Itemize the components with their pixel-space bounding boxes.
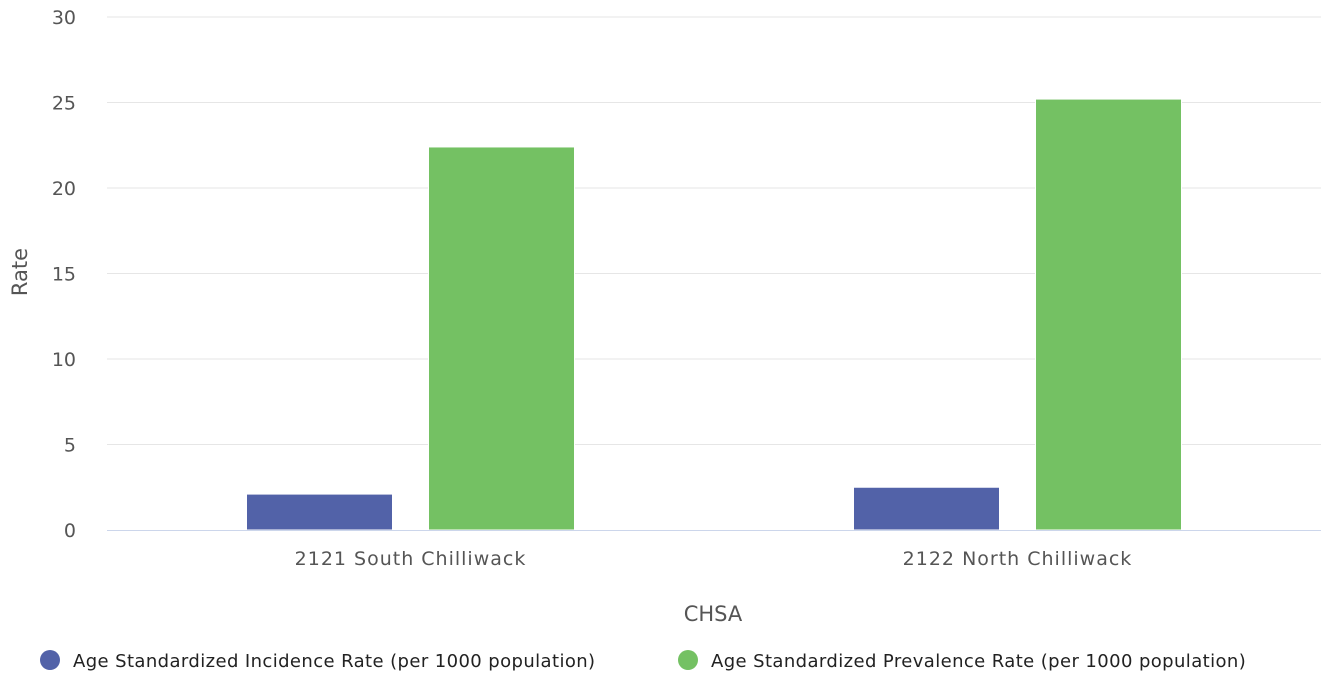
bar-incidence-1[interactable] <box>246 493 393 531</box>
y-tick-label: 5 <box>64 435 76 457</box>
y-tick-label: 30 <box>52 7 76 29</box>
y-tick-label: 0 <box>64 520 76 542</box>
y-axis-ticks: 0 5 10 15 20 25 30 <box>52 7 76 542</box>
y-tick-label: 10 <box>52 349 76 371</box>
x-axis-ticks: 2121 South Chilliwack 2122 North Chilliwa… <box>295 548 1133 570</box>
legend-label-incidence: Age Standardized Incidence Rate (per 100… <box>73 651 595 672</box>
legend-swatch-prevalence <box>678 650 698 670</box>
bar-prevalence-1[interactable] <box>428 146 575 531</box>
legend: Age Standardized Incidence Rate (per 100… <box>40 650 1246 672</box>
y-axis-title: Rate <box>8 248 32 296</box>
y-tick-label: 25 <box>52 93 76 115</box>
bar-prevalence-2[interactable] <box>1035 98 1182 531</box>
y-tick-label: 20 <box>52 178 76 200</box>
legend-item-incidence[interactable]: Age Standardized Incidence Rate (per 100… <box>40 650 595 672</box>
x-tick-label: 2121 South Chilliwack <box>295 548 527 570</box>
x-axis-title: CHSA <box>684 602 743 626</box>
x-tick-label: 2122 North Chilliwack <box>903 548 1133 570</box>
y-tick-label: 15 <box>52 264 76 286</box>
bar-incidence-2[interactable] <box>853 486 1000 531</box>
legend-item-prevalence[interactable]: Age Standardized Prevalence Rate (per 10… <box>678 650 1246 672</box>
legend-swatch-incidence <box>40 650 60 670</box>
legend-label-prevalence: Age Standardized Prevalence Rate (per 10… <box>711 651 1246 672</box>
bars <box>246 98 1182 531</box>
